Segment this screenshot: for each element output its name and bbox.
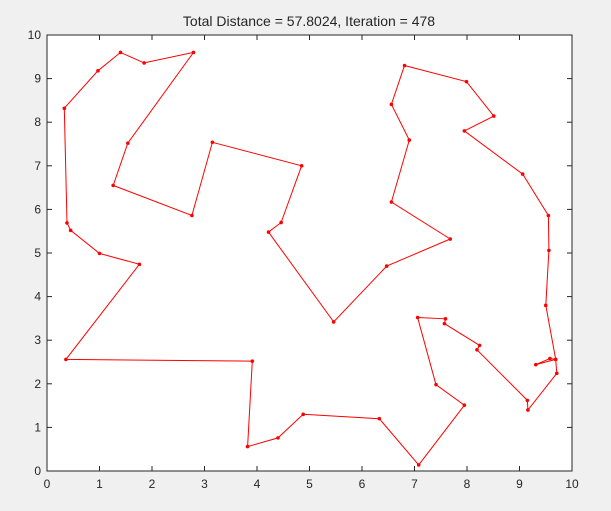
- route-point: [434, 382, 438, 387]
- route-point: [65, 221, 69, 225]
- route-point: [462, 403, 467, 407]
- route-point: [475, 347, 479, 352]
- route-point: [526, 408, 530, 412]
- route-point: [250, 359, 255, 363]
- route-point: [548, 356, 552, 361]
- route-point: [477, 343, 482, 348]
- route-point: [389, 102, 394, 107]
- route-point: [96, 68, 100, 73]
- x-tick-label: 8: [464, 477, 471, 491]
- route-point: [111, 183, 115, 188]
- route-point: [377, 416, 382, 421]
- route-point: [547, 248, 551, 253]
- route-point: [126, 141, 130, 145]
- y-tick-label: 5: [34, 246, 41, 260]
- route-point: [118, 50, 123, 55]
- route-point: [554, 371, 559, 376]
- route-point: [190, 213, 194, 218]
- x-tick-label: 9: [516, 477, 523, 491]
- route-point: [415, 315, 420, 320]
- x-tick-labels: 0 1 2 3 4 5 6 7 8 9 10: [44, 477, 579, 491]
- route-point: [443, 317, 448, 321]
- y-tick-label: 10: [28, 28, 42, 42]
- y-tick-label: 8: [34, 115, 41, 129]
- route-point: [525, 398, 530, 403]
- route-point: [97, 251, 102, 256]
- route-point: [301, 412, 306, 417]
- route-point: [491, 114, 496, 118]
- route-point: [64, 357, 68, 362]
- x-tick-label: 5: [306, 477, 313, 491]
- route-point: [331, 320, 336, 324]
- route-line: [63, 51, 558, 466]
- plot-area: [46, 34, 573, 472]
- route-point: [546, 213, 551, 218]
- axis-ticks: [46, 34, 573, 472]
- route-point: [416, 463, 421, 467]
- route-point: [462, 129, 467, 133]
- route-point: [543, 303, 548, 308]
- y-tick-labels: 0 1 2 3 4 5 6 7 8 9 10: [28, 28, 42, 478]
- y-tick-label: 7: [34, 159, 41, 173]
- route-point: [389, 200, 394, 204]
- route-point: [553, 357, 558, 362]
- route-point: [191, 50, 196, 55]
- route-point: [533, 362, 538, 367]
- route-point: [442, 321, 447, 326]
- y-tick-label: 6: [34, 202, 41, 216]
- route-point: [402, 63, 407, 68]
- y-tick-label: 9: [34, 72, 41, 86]
- route-point: [279, 220, 283, 225]
- y-tick-label: 2: [34, 377, 41, 391]
- route-point: [137, 262, 142, 267]
- x-tick-label: 7: [411, 477, 418, 491]
- route-point: [276, 436, 280, 440]
- route-point: [62, 106, 67, 111]
- x-tick-label: 0: [44, 477, 51, 491]
- route-point: [266, 230, 271, 234]
- x-tick-label: 4: [254, 477, 261, 491]
- y-tick-label: 1: [34, 420, 41, 434]
- route-point: [68, 228, 73, 233]
- route-point: [384, 264, 389, 268]
- y-tick-label: 4: [34, 290, 41, 304]
- x-tick-label: 3: [201, 477, 208, 491]
- route-points: [62, 50, 559, 467]
- y-tick-label: 3: [34, 333, 41, 347]
- route-point: [520, 172, 525, 176]
- x-tick-label: 2: [149, 477, 156, 491]
- route-point: [464, 79, 469, 84]
- route-point: [245, 444, 250, 449]
- x-tick-label: 1: [96, 477, 103, 491]
- route-point: [210, 140, 215, 145]
- route-point: [299, 164, 304, 168]
- route-point: [407, 138, 412, 142]
- route-point: [142, 61, 146, 65]
- x-tick-label: 6: [359, 477, 366, 491]
- route-point: [448, 237, 453, 241]
- y-tick-label: 0: [34, 464, 41, 478]
- chart-title: Total Distance = 57.8024, Iteration = 47…: [183, 13, 435, 29]
- x-tick-label: 10: [565, 477, 579, 491]
